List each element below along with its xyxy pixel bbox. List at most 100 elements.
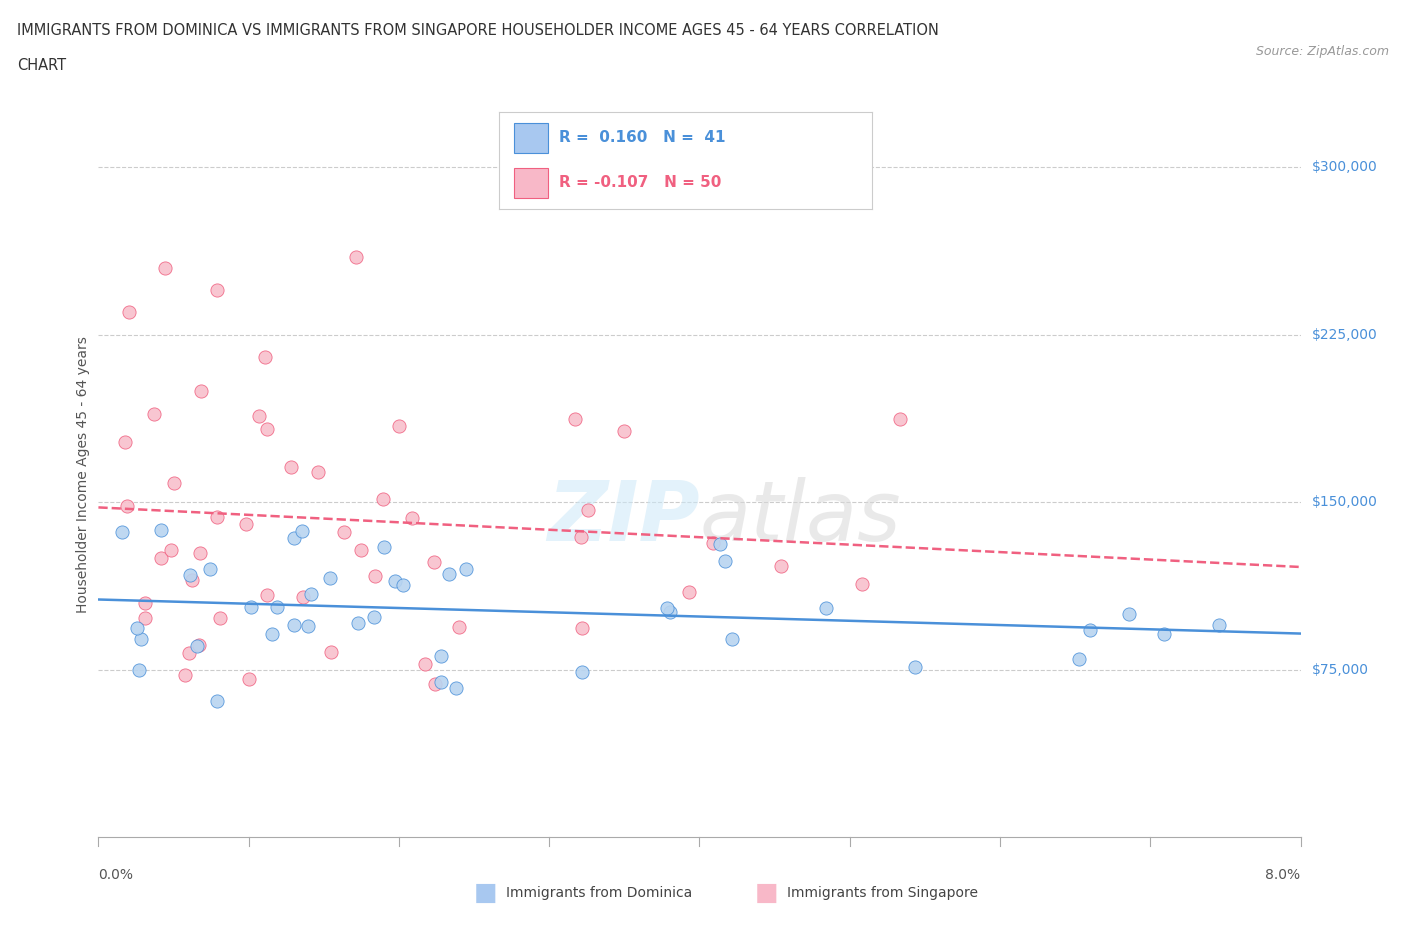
Point xyxy=(190,383,212,398)
Point xyxy=(571,620,593,635)
Text: $75,000: $75,000 xyxy=(1312,662,1368,677)
Bar xyxy=(515,168,547,197)
Point xyxy=(392,578,415,592)
Point xyxy=(814,601,837,616)
Point xyxy=(128,663,150,678)
Point xyxy=(387,419,409,434)
Point xyxy=(134,610,156,625)
Point xyxy=(709,537,731,551)
Point xyxy=(1067,652,1090,667)
Point xyxy=(260,627,283,642)
Point xyxy=(678,584,700,599)
Point xyxy=(207,694,229,709)
Point xyxy=(280,459,302,474)
Point xyxy=(200,562,222,577)
Point xyxy=(297,618,319,633)
Point xyxy=(423,555,446,570)
Point xyxy=(430,674,453,689)
Text: atlas: atlas xyxy=(699,477,901,558)
Point xyxy=(235,516,257,531)
Point xyxy=(413,657,436,671)
Point xyxy=(439,566,461,581)
Point xyxy=(179,567,201,582)
Point xyxy=(851,577,873,591)
Point xyxy=(889,412,911,427)
Point xyxy=(1118,606,1140,621)
Point xyxy=(702,536,724,551)
Point xyxy=(373,540,395,555)
Point xyxy=(430,648,453,663)
Point xyxy=(162,475,184,490)
Point xyxy=(181,573,204,588)
Point xyxy=(299,587,322,602)
Point xyxy=(207,510,229,525)
Point xyxy=(571,665,593,680)
Point xyxy=(655,601,678,616)
Point xyxy=(205,283,228,298)
Point xyxy=(127,621,149,636)
Point xyxy=(447,619,470,634)
Point xyxy=(238,671,260,686)
Point xyxy=(118,305,141,320)
Point xyxy=(150,551,173,565)
Point xyxy=(266,599,288,614)
Point xyxy=(564,412,586,427)
Point xyxy=(769,559,792,574)
Text: Immigrants from Dominica: Immigrants from Dominica xyxy=(506,885,692,900)
Text: Immigrants from Singapore: Immigrants from Singapore xyxy=(787,885,979,900)
Bar xyxy=(515,124,547,153)
Point xyxy=(134,596,156,611)
Point xyxy=(239,600,262,615)
Text: CHART: CHART xyxy=(17,58,66,73)
Point xyxy=(291,524,314,538)
Point xyxy=(576,502,599,517)
Point xyxy=(363,609,385,624)
Point xyxy=(247,409,270,424)
Point xyxy=(142,406,165,421)
Point xyxy=(283,618,305,632)
Point xyxy=(1208,618,1230,632)
Text: 8.0%: 8.0% xyxy=(1265,868,1301,882)
Point xyxy=(187,637,209,652)
Point xyxy=(256,587,278,602)
Text: R = -0.107   N = 50: R = -0.107 N = 50 xyxy=(558,176,721,191)
Point xyxy=(173,668,195,683)
Point xyxy=(456,562,478,577)
Text: IMMIGRANTS FROM DOMINICA VS IMMIGRANTS FROM SINGAPORE HOUSEHOLDER INCOME AGES 45: IMMIGRANTS FROM DOMINICA VS IMMIGRANTS F… xyxy=(17,23,939,38)
Point xyxy=(115,498,138,513)
Text: 0.0%: 0.0% xyxy=(98,868,134,882)
Point xyxy=(423,677,446,692)
Point xyxy=(253,350,276,365)
Point xyxy=(384,574,406,589)
Point xyxy=(256,421,278,436)
Text: ■: ■ xyxy=(474,881,496,905)
Point xyxy=(153,260,176,275)
Text: ZIP: ZIP xyxy=(547,477,699,558)
Point xyxy=(283,531,305,546)
Point xyxy=(569,529,592,544)
Text: R =  0.160   N =  41: R = 0.160 N = 41 xyxy=(558,130,725,145)
Point xyxy=(159,543,181,558)
Point xyxy=(364,568,387,583)
Point xyxy=(714,554,737,569)
Point xyxy=(114,434,136,449)
Point xyxy=(319,644,342,659)
Point xyxy=(904,659,927,674)
Point xyxy=(190,546,212,561)
Point xyxy=(150,523,173,538)
Y-axis label: Householder Income Ages 45 - 64 years: Householder Income Ages 45 - 64 years xyxy=(76,336,90,613)
Point xyxy=(347,616,370,631)
Point xyxy=(373,492,395,507)
Point xyxy=(1078,623,1101,638)
Point xyxy=(208,611,231,626)
Point xyxy=(333,525,356,540)
Text: $300,000: $300,000 xyxy=(1312,160,1378,175)
Point xyxy=(307,465,329,480)
Point xyxy=(177,646,200,661)
Point xyxy=(186,639,208,654)
Point xyxy=(658,604,681,619)
Point xyxy=(292,590,315,604)
Text: $225,000: $225,000 xyxy=(1312,327,1378,342)
Point xyxy=(444,681,467,696)
Point xyxy=(613,424,636,439)
